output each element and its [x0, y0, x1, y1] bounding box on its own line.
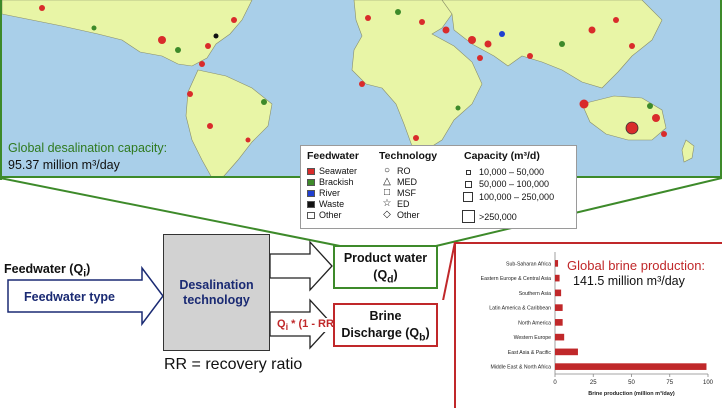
other-swatch: [307, 211, 315, 219]
category-label-0: Sub-Saharan Africa: [506, 261, 551, 267]
brine-label: Brine: [369, 309, 402, 323]
category-label-3: Latin America & Caribbean: [489, 306, 551, 312]
brackish-swatch: [307, 178, 315, 186]
category-label-4: North America: [518, 320, 551, 326]
category-label-1: Eastern Europe & Central Asia: [481, 276, 551, 282]
bar-1: [555, 274, 560, 282]
north-america-shape: [2, 0, 253, 67]
desalination-technology-box: Desalination technology: [163, 234, 270, 351]
x-axis-label: Brine production (million m³/day): [588, 390, 675, 397]
diamond-icon: ◇: [383, 209, 391, 220]
brine-connector: [442, 241, 456, 300]
brine-bar-chart: Sub-Saharan Africa Eastern Europe & Centr…: [481, 252, 714, 397]
legend-feedwater-river: River: [307, 188, 340, 198]
bar-2: [555, 289, 562, 297]
legend-capacity-2: 50,000 – 100,000: [461, 179, 549, 189]
triangle-icon: △: [383, 176, 391, 187]
river-swatch: [307, 189, 315, 197]
x-tick-label-4: 100: [703, 380, 714, 386]
legend-feedwater-waste: Waste: [307, 199, 344, 209]
legend-capacity-4: >250,000: [461, 210, 517, 223]
legend-tech-other: ◇ Other: [381, 209, 419, 221]
legend-capacity-1: 10,000 – 50,000: [461, 167, 544, 177]
legend-technology-title: Technology: [379, 150, 438, 162]
world-map-graphic: [2, 0, 695, 176]
feedwater-type-label: Feedwater type: [24, 290, 116, 304]
product-arrow: [270, 240, 333, 292]
plant-markers: [39, 5, 667, 143]
waste-swatch: [307, 200, 315, 208]
legend-feedwater-brackish: Brackish: [307, 177, 354, 187]
product-water-flow: (Qd): [373, 268, 398, 286]
x-tick-label-1: 25: [590, 380, 597, 386]
south-america-shape: [185, 69, 273, 176]
legend-tech-med: △ MED: [381, 176, 417, 188]
category-label-6: East Asia & Pacific: [508, 350, 552, 356]
legend-feedwater-other: Other: [307, 210, 342, 220]
bar-7: [555, 363, 707, 370]
brine-chart-panel: [454, 242, 722, 408]
legend-tech-ro: ○ RO: [381, 165, 411, 177]
feedwater-label: Feedwater (Qi): [4, 262, 91, 280]
x-tick-label-3: 75: [666, 380, 673, 386]
seawater-swatch: [307, 167, 315, 175]
category-label-7: Middle East & North Africa: [490, 365, 551, 371]
legend-feedwater-seawater: Seawater: [307, 166, 357, 176]
legend-capacity-3: 100,000 – 250,000: [461, 192, 554, 202]
new-zealand-shape: [681, 139, 695, 163]
capacity-xlarge-icon: [461, 210, 475, 223]
x-tick-label-2: 50: [628, 380, 635, 386]
australia-shape: [581, 95, 667, 141]
connector-lines: [0, 177, 722, 247]
feedwater-arrow: [7, 265, 164, 327]
global-capacity-title: Global desalination capacity:: [8, 141, 168, 155]
brine-discharge-box: Brine Discharge (Qb): [333, 303, 438, 347]
map-legend: Feedwater Technology Capacity (m³/d) Sea…: [300, 145, 577, 229]
legend-tech-msf: □ MSF: [381, 187, 416, 199]
product-water-box: Product water (Qd): [333, 245, 438, 289]
inflow-arrows: [7, 265, 164, 327]
asia-shape: [441, 0, 663, 89]
star-icon: ☆: [382, 198, 392, 209]
bar-6: [555, 348, 578, 356]
legend-tech-ed: ☆ ED: [382, 198, 410, 210]
x-tick-label-0: 0: [553, 380, 557, 386]
global-capacity-value: 95.37 million m³/day: [8, 158, 120, 172]
square-icon: □: [383, 187, 391, 198]
recovery-ratio-note: RR = recovery ratio: [164, 356, 303, 373]
brine-production-title: Global brine production:: [567, 258, 706, 273]
circle-icon: ○: [383, 165, 391, 176]
category-label-2: Southern Asia: [519, 291, 551, 297]
category-label-5: Western Europe: [514, 335, 552, 341]
capacity-medium-icon: [464, 180, 472, 188]
bar-0: [555, 260, 559, 267]
capacity-small-icon: [465, 169, 471, 175]
brine-discharge-flow: Discharge (Qb): [341, 326, 430, 344]
capacity-large-icon: [463, 192, 473, 202]
bar-4: [555, 319, 563, 326]
brine-production-value: 141.5 million m³/day: [573, 274, 685, 288]
legend-feedwater-title: Feedwater: [307, 150, 359, 162]
legend-capacity-title: Capacity (m³/d): [464, 150, 540, 162]
brine-flow-formula: Qi * (1 - RR): [276, 318, 339, 333]
bar-5: [555, 333, 565, 341]
product-water-label: Product water: [343, 251, 428, 265]
desalination-map: Global desalination capacity: 95.37 mill…: [0, 0, 722, 178]
bar-3: [555, 304, 563, 311]
